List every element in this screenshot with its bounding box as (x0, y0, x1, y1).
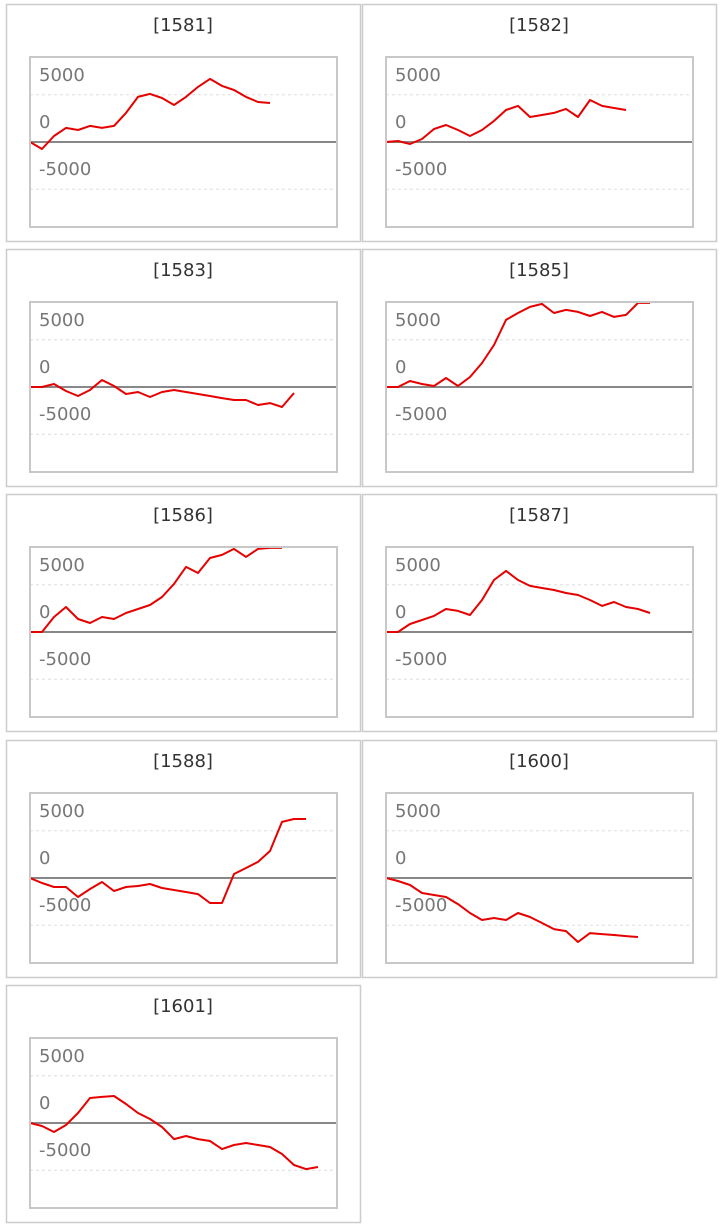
y-tick-label: 5000 (39, 310, 85, 331)
data-line (386, 877, 639, 943)
y-tick-label: -5000 (39, 895, 91, 916)
plot (386, 569, 651, 633)
plot (30, 1095, 319, 1171)
data-line (30, 547, 282, 633)
plot-border (29, 792, 338, 964)
y-tick-label: -5000 (395, 159, 447, 180)
plot-border (385, 546, 694, 718)
y-tick-label: 5000 (39, 65, 85, 86)
y-tick-label: -5000 (39, 404, 91, 425)
plot (30, 818, 306, 904)
chart-title: [1600] (509, 751, 569, 772)
y-tick-label: 0 (395, 112, 406, 133)
y-tick-label: -5000 (395, 895, 447, 916)
data-line (30, 77, 271, 150)
data-line (386, 302, 650, 388)
plot-border (29, 1037, 338, 1209)
plot-border (29, 301, 338, 473)
y-tick-label: 5000 (39, 1046, 85, 1067)
panel-border (361, 493, 718, 733)
data-line (30, 379, 295, 408)
y-tick-label: 0 (39, 602, 50, 623)
plot-border (385, 301, 694, 473)
y-tick-label: 0 (39, 1093, 50, 1114)
y-tick-label: 5000 (395, 65, 441, 86)
y-tick-label: -5000 (395, 649, 447, 670)
chart-panel: [1585] 5000 0 -5000 (361, 248, 718, 488)
plot-border (29, 56, 338, 228)
y-tick-label: 5000 (39, 801, 85, 822)
data-line (30, 818, 306, 904)
plot (386, 302, 650, 388)
y-tick-label: -5000 (39, 159, 91, 180)
chart-title: [1585] (509, 260, 569, 281)
y-tick-label: 0 (39, 848, 50, 869)
plot-border (385, 792, 694, 964)
panel-border (361, 248, 718, 488)
panel-border (5, 739, 362, 979)
plot-border (29, 546, 338, 718)
chart-title: [1588] (153, 751, 213, 772)
y-tick-label: -5000 (39, 649, 91, 670)
data-line (386, 99, 627, 145)
chart-panel: [1601] 5000 0 -5000 (5, 984, 362, 1224)
y-tick-label: 5000 (395, 310, 441, 331)
y-tick-label: 0 (39, 357, 50, 378)
y-tick-label: 5000 (395, 801, 441, 822)
chart-panel: [1600] 5000 0 -5000 (361, 739, 718, 979)
chart-panel: [1587] 5000 0 -5000 (361, 493, 718, 733)
chart-panel: [1586] 5000 0 -5000 (5, 493, 362, 733)
plot (30, 379, 295, 408)
y-tick-label: 0 (395, 848, 406, 869)
chart-title: [1586] (153, 505, 213, 526)
y-tick-label: 0 (395, 602, 406, 623)
chart-panel: [1582] 5000 0 -5000 (361, 3, 718, 243)
plot (386, 877, 639, 943)
panel-border (5, 3, 362, 243)
plot (30, 77, 271, 150)
y-tick-label: -5000 (39, 1140, 91, 1161)
panel-border (5, 493, 362, 733)
y-tick-label: -5000 (395, 404, 447, 425)
chart-title: [1581] (153, 15, 213, 36)
data-line (386, 569, 651, 633)
panel-border (5, 984, 362, 1224)
plot-border (385, 56, 694, 228)
y-tick-label: 0 (395, 357, 406, 378)
plot (30, 547, 282, 633)
panel-border (5, 248, 362, 488)
chart-title: [1601] (153, 996, 213, 1017)
panel-border (361, 739, 718, 979)
y-tick-label: 5000 (39, 555, 85, 576)
chart-panel: [1581] 5000 0 -5000 (5, 3, 362, 243)
chart-panel: [1583] 5000 0 -5000 (5, 248, 362, 488)
panel-border (361, 3, 718, 243)
y-tick-label: 5000 (395, 555, 441, 576)
y-tick-label: 0 (39, 112, 50, 133)
chart-title: [1583] (153, 260, 213, 281)
data-line (30, 1095, 319, 1171)
plot (386, 99, 627, 145)
chart-title: [1582] (509, 15, 569, 36)
chart-panel: [1588] 5000 0 -5000 (5, 739, 362, 979)
chart-title: [1587] (509, 505, 569, 526)
